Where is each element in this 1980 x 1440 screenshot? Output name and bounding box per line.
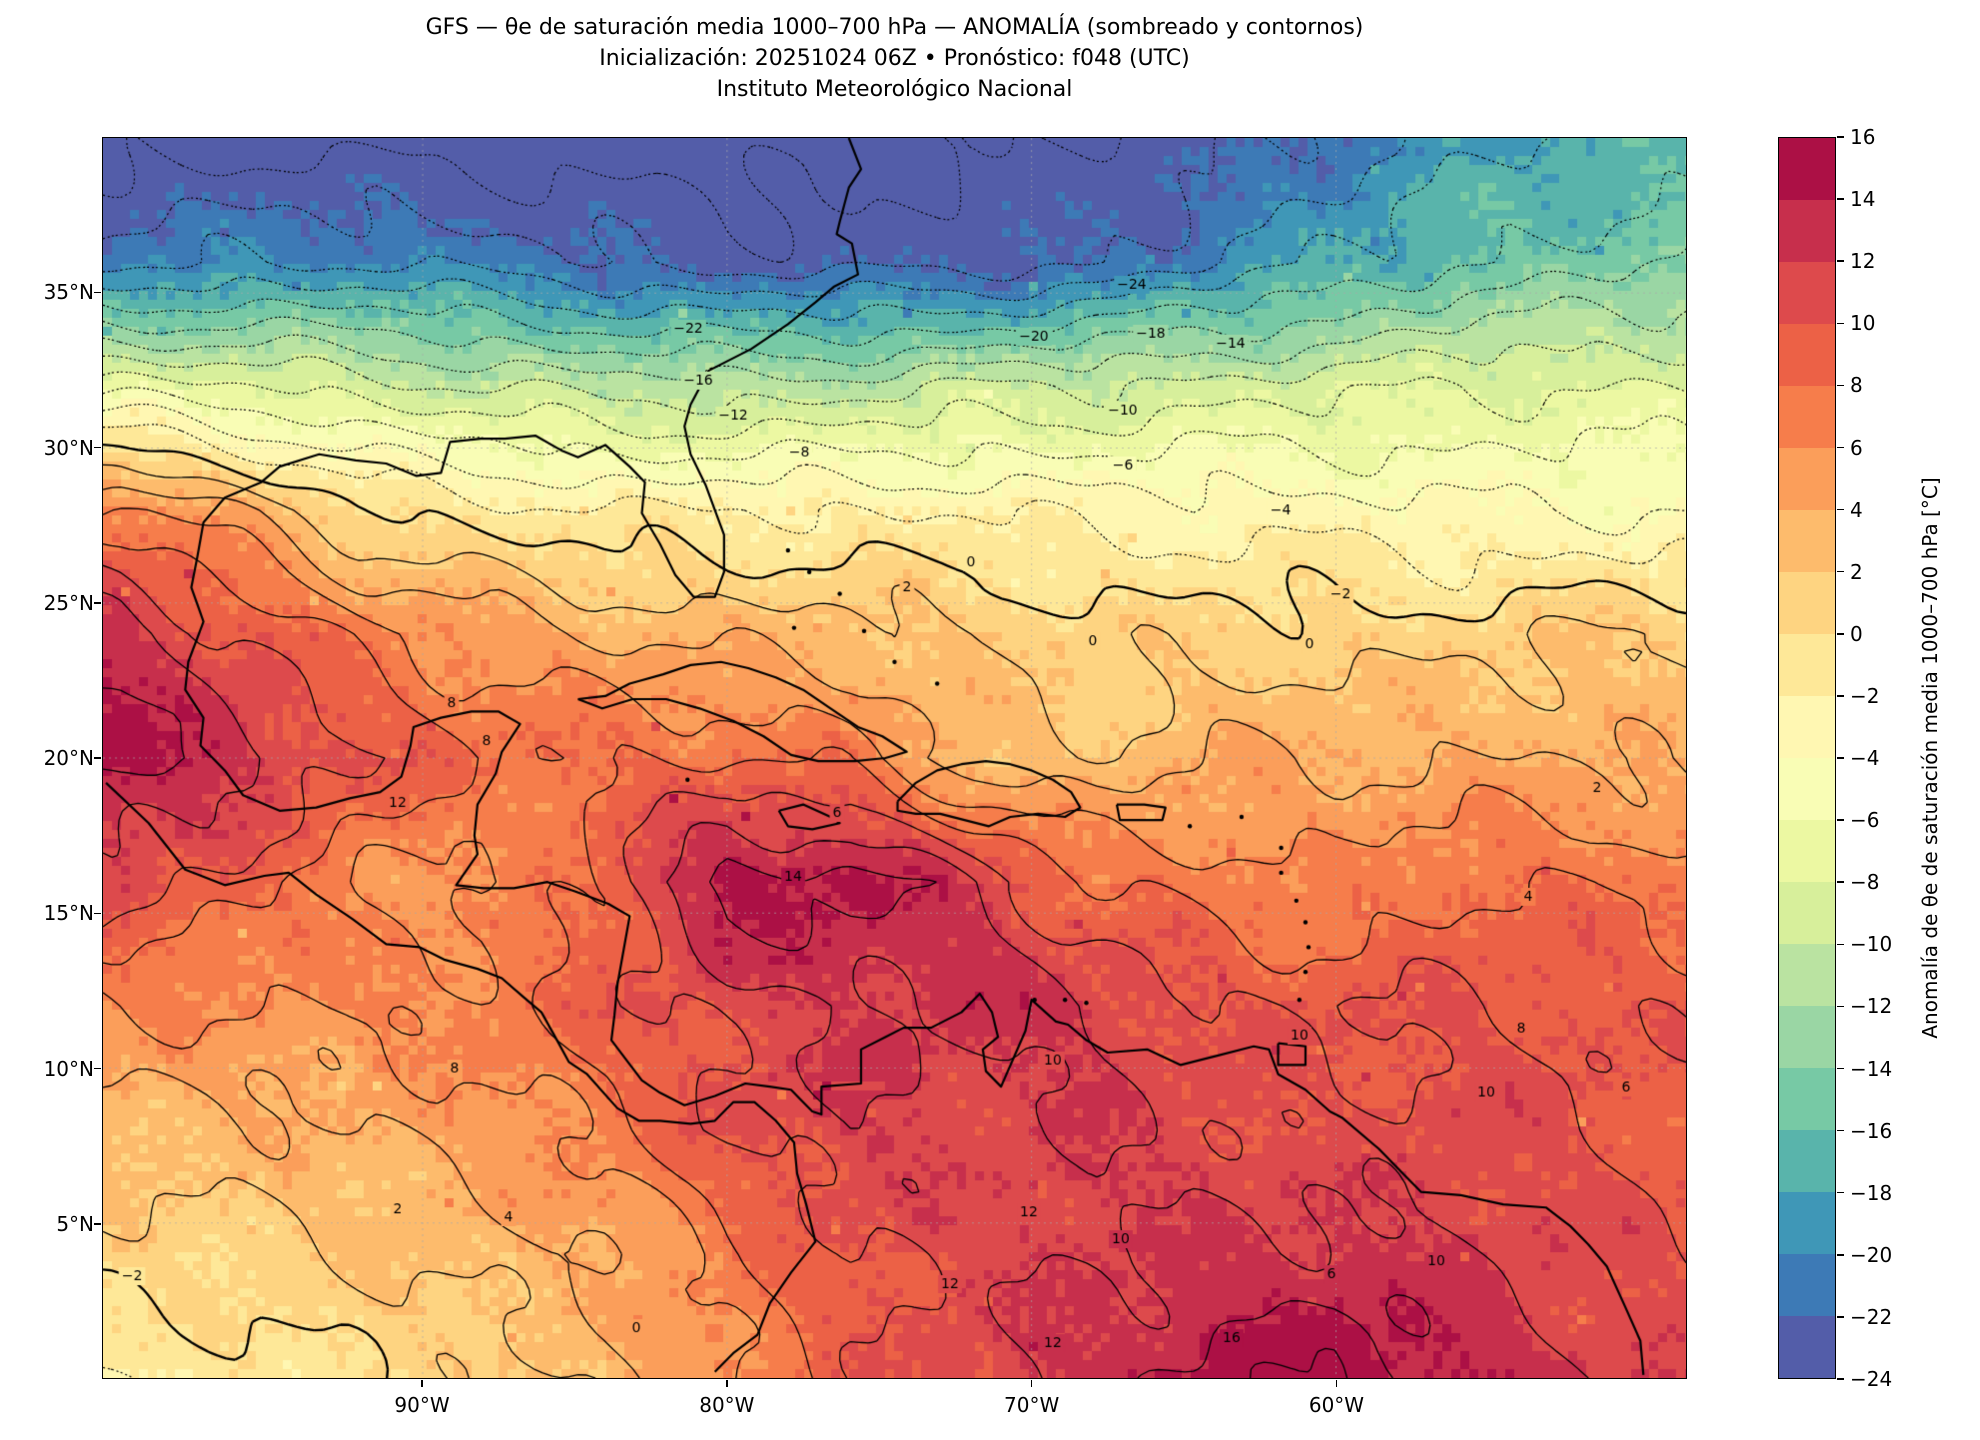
colorbar-segment bbox=[1779, 324, 1835, 386]
colorbar-segment bbox=[1779, 1254, 1835, 1316]
colorbar-segment bbox=[1779, 696, 1835, 758]
x-tick-label: 60°W bbox=[1308, 1393, 1365, 1417]
colorbar-tick-label: 14 bbox=[1850, 187, 1876, 212]
colorbar-segment bbox=[1779, 510, 1835, 572]
y-tick-mark bbox=[94, 912, 101, 914]
x-tick-mark bbox=[421, 1380, 423, 1387]
colorbar-tick-mark bbox=[1837, 384, 1844, 387]
colorbar-tick-mark bbox=[1837, 633, 1844, 635]
colorbar-segment bbox=[1779, 1316, 1835, 1378]
x-tick-label: 70°W bbox=[1004, 1393, 1060, 1417]
colorbar-tick-label: 10 bbox=[1850, 311, 1876, 336]
colorbar-segment bbox=[1779, 634, 1835, 696]
colorbar-tick-label: 16 bbox=[1850, 125, 1876, 149]
colorbar-tick-mark bbox=[1837, 570, 1844, 573]
y-tick-mark bbox=[94, 757, 101, 759]
colorbar-tick-label: 12 bbox=[1850, 249, 1876, 274]
colorbar-tick-label: −22 bbox=[1850, 1304, 1893, 1329]
colorbar-segment bbox=[1779, 1068, 1835, 1130]
colorbar-tick-mark bbox=[1837, 943, 1844, 946]
colorbar-segment bbox=[1779, 1192, 1835, 1254]
y-tick-mark bbox=[94, 446, 101, 449]
colorbar-tick-label: −4 bbox=[1850, 746, 1880, 770]
colorbar-segment bbox=[1779, 448, 1835, 510]
x-tick-mark bbox=[1030, 1380, 1033, 1387]
colorbar-tick-mark bbox=[1837, 1067, 1844, 1070]
colorbar-tick-label: −24 bbox=[1850, 1367, 1893, 1391]
colorbar-segment bbox=[1779, 1130, 1835, 1192]
colorbar-segment bbox=[1779, 758, 1835, 820]
y-tick-label: 35°N bbox=[43, 280, 94, 305]
colorbar-segment bbox=[1779, 820, 1835, 882]
y-tick-label: 30°N bbox=[43, 435, 94, 460]
colorbar-tick-label: −2 bbox=[1850, 683, 1880, 708]
colorbar-tick-mark bbox=[1837, 508, 1844, 511]
x-tick-label: 90°W bbox=[394, 1393, 450, 1417]
colorbar-tick-mark bbox=[1837, 1005, 1844, 1008]
x-tick-mark bbox=[1335, 1380, 1338, 1387]
y-tick-label: 10°N bbox=[43, 1056, 94, 1081]
y-tick-mark bbox=[94, 1223, 101, 1225]
colorbar-tick-label: −20 bbox=[1850, 1242, 1893, 1267]
colorbar-tick-label: −10 bbox=[1850, 932, 1893, 957]
colorbar-tick-mark bbox=[1837, 757, 1844, 759]
y-tick-label: 5°N bbox=[56, 1211, 94, 1236]
chart-institution: Instituto Meteorológico Nacional bbox=[716, 77, 1073, 102]
chart-subtitle: Inicialización: 20251024 06Z • Pronóstic… bbox=[599, 46, 1190, 71]
y-tick-mark bbox=[94, 602, 101, 604]
colorbar-tick-mark bbox=[1837, 136, 1844, 138]
colorbar-tick-mark bbox=[1837, 322, 1844, 325]
x-tick-label: 80°W bbox=[699, 1393, 755, 1417]
colorbar-segment bbox=[1779, 882, 1835, 944]
colorbar-segment bbox=[1779, 200, 1835, 262]
colorbar-tick-mark bbox=[1837, 1191, 1844, 1194]
colorbar-segment bbox=[1779, 944, 1835, 1006]
y-tick-label: 15°N bbox=[43, 901, 94, 926]
colorbar-tick-mark bbox=[1837, 260, 1844, 262]
colorbar-tick-label: −16 bbox=[1850, 1118, 1893, 1143]
colorbar-tick-mark bbox=[1837, 198, 1844, 200]
colorbar-axis-label: Anomalía de θe de saturación media 1000–… bbox=[1918, 477, 1942, 1039]
y-tick-label: 20°N bbox=[43, 746, 94, 770]
colorbar-tick-label: 4 bbox=[1850, 497, 1863, 522]
colorbar-tick-label: 2 bbox=[1850, 559, 1863, 584]
colorbar-tick-label: 0 bbox=[1850, 621, 1863, 646]
colorbar-tick-mark bbox=[1837, 819, 1844, 821]
x-tick-mark bbox=[726, 1380, 728, 1387]
y-tick-label: 25°N bbox=[43, 590, 94, 615]
colorbar-tick-mark bbox=[1837, 1129, 1844, 1132]
colorbar-segment bbox=[1779, 386, 1835, 448]
map-plot-area bbox=[102, 137, 1687, 1379]
colorbar bbox=[1778, 137, 1836, 1379]
colorbar-segment bbox=[1779, 138, 1835, 200]
colorbar-tick-label: −14 bbox=[1850, 1056, 1893, 1081]
colorbar-segment bbox=[1779, 1006, 1835, 1068]
colorbar-tick-mark bbox=[1837, 1254, 1844, 1256]
anomaly-map-canvas bbox=[103, 138, 1686, 1378]
colorbar-tick-mark bbox=[1837, 881, 1844, 883]
colorbar-tick-label: 8 bbox=[1850, 373, 1863, 398]
colorbar-segment bbox=[1779, 262, 1835, 324]
colorbar-tick-mark bbox=[1837, 446, 1844, 449]
colorbar-tick-label: −8 bbox=[1850, 870, 1880, 895]
colorbar-segment bbox=[1779, 572, 1835, 634]
colorbar-tick-label: −18 bbox=[1850, 1180, 1893, 1205]
colorbar-tick-label: −6 bbox=[1850, 808, 1880, 833]
y-tick-mark bbox=[94, 291, 101, 293]
colorbar-tick-mark bbox=[1837, 1316, 1844, 1318]
title-block: GFS — θe de saturación media 1000–700 hP… bbox=[102, 12, 1687, 105]
colorbar-tick-mark bbox=[1837, 695, 1844, 697]
y-tick-mark bbox=[94, 1067, 101, 1070]
chart-title: GFS — θe de saturación media 1000–700 hP… bbox=[425, 15, 1364, 40]
colorbar-tick-label: −12 bbox=[1850, 994, 1893, 1019]
colorbar-tick-label: 6 bbox=[1850, 435, 1863, 460]
colorbar-tick-mark bbox=[1837, 1378, 1844, 1380]
